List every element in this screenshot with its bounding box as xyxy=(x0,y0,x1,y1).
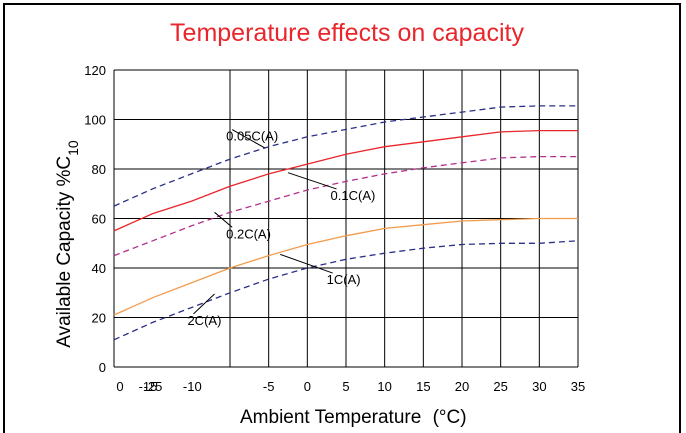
grid xyxy=(113,69,579,368)
series-label: 0.1C(A) xyxy=(331,188,376,203)
series-line xyxy=(113,155,578,257)
annotation-leader xyxy=(193,293,215,315)
x-tick-label: 0 xyxy=(304,379,311,394)
y-tick-label: 80 xyxy=(92,162,106,177)
series-line xyxy=(113,217,578,316)
x-tick-label: 0 xyxy=(116,379,123,394)
x-tick-label: 35 xyxy=(571,379,585,394)
annotation-leader xyxy=(231,129,266,149)
annotation-leader xyxy=(214,211,233,228)
series-line xyxy=(113,105,578,207)
annotation-layer: 0.05C(A) 0.1C(A) 0.2C(A) 1C(A) 2C(A) xyxy=(187,129,375,328)
annotation-leader xyxy=(287,172,337,190)
series-label: 0.2C(A) xyxy=(226,226,271,241)
x-tick-label: 10 xyxy=(377,379,391,394)
x-tick-label: -10 xyxy=(183,379,202,394)
x-tick-label: 25 xyxy=(493,379,507,394)
x-tick-label: 20 xyxy=(455,379,469,394)
y-tick-label: 20 xyxy=(92,311,106,326)
y-tick-label: 60 xyxy=(92,212,106,227)
x-tick-labels: 0 -15-25 -10 -5 0 5 10 15 20 25 30 35 xyxy=(116,379,585,394)
x-tick-label: -5 xyxy=(263,379,275,394)
series-line xyxy=(113,129,578,232)
y-axis-title: Available Capacity %C xyxy=(54,156,75,348)
x-tick-label: 30 xyxy=(532,379,546,394)
annotation-leader xyxy=(280,253,333,274)
y-tick-labels: 0 20 40 60 80 100 120 xyxy=(84,63,106,375)
y-tick-label: 0 xyxy=(99,360,106,375)
series-line xyxy=(113,240,579,341)
x-axis-title: Ambient Temperature xyxy=(240,407,421,428)
y-axis-label: Available Capacity %C10 xyxy=(54,140,81,348)
x-axis-unit: (°C) xyxy=(433,407,467,428)
series-layer xyxy=(113,105,579,341)
series-label: 0.05C(A) xyxy=(226,129,278,144)
series-label: 1C(A) xyxy=(327,272,361,287)
series-label: 2C(A) xyxy=(187,313,221,328)
y-tick-label: 40 xyxy=(92,261,106,276)
y-axis-subscript: 10 xyxy=(65,140,81,156)
x-tick-label: 15 xyxy=(416,379,430,394)
x-axis-label: Ambient Temperature (°C) xyxy=(240,407,467,428)
x-tick-label: 5 xyxy=(342,379,349,394)
x-tick-label: -15 xyxy=(139,379,158,394)
chart-title: Temperature effects on capacity xyxy=(170,19,524,47)
y-tick-label: 120 xyxy=(84,63,106,78)
y-tick-label: 100 xyxy=(84,113,106,128)
x-tick-label: -25 xyxy=(144,379,163,394)
